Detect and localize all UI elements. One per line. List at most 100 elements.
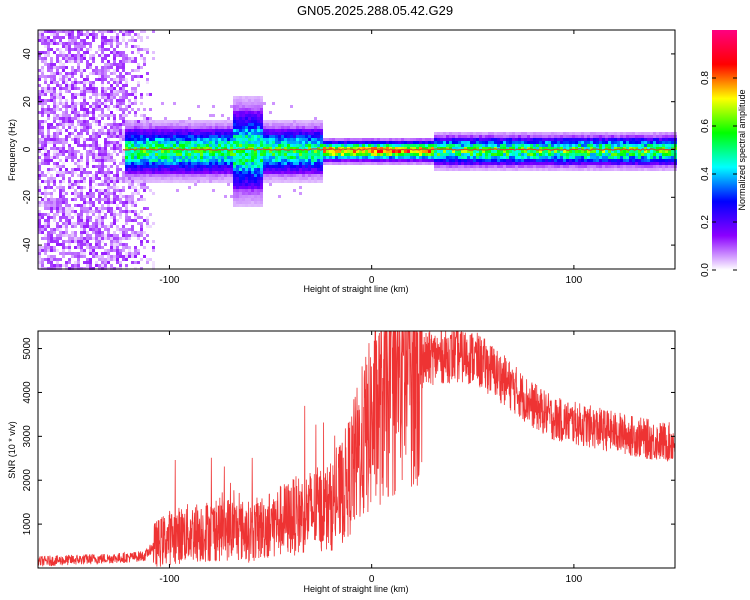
heatmap-cell <box>305 123 308 126</box>
heatmap-cell <box>191 132 194 135</box>
heatmap-cell <box>59 114 62 117</box>
heatmap-cell <box>122 66 125 69</box>
heatmap-cell <box>257 174 260 177</box>
heatmap-cell <box>251 96 254 99</box>
heatmap-cell <box>101 180 104 183</box>
heatmap-cell <box>116 198 119 201</box>
heatmap-cell <box>74 237 77 240</box>
heatmap-cell <box>296 126 299 129</box>
heatmap-cell <box>83 138 86 141</box>
heatmap-cell <box>305 138 308 141</box>
heatmap-cell <box>71 93 74 96</box>
heatmap-cell <box>548 165 551 168</box>
heatmap-cell <box>203 150 206 153</box>
heatmap-cell <box>128 180 131 183</box>
heatmap-cell <box>296 153 299 156</box>
heatmap-cell <box>62 66 65 69</box>
heatmap-cell <box>212 180 215 183</box>
heatmap-cell <box>308 123 311 126</box>
heatmap-cell <box>119 252 122 255</box>
heatmap-cell <box>59 216 62 219</box>
heatmap-cell <box>218 177 221 180</box>
heatmap-cell <box>575 159 578 162</box>
heatmap-cell <box>245 189 248 192</box>
heatmap-cell <box>155 123 158 126</box>
heatmap-cell <box>101 84 104 87</box>
heatmap-cell <box>437 159 440 162</box>
heatmap-cell <box>71 153 74 156</box>
heatmap-cell <box>146 141 149 144</box>
heatmap-cell <box>44 246 47 249</box>
heatmap-cell <box>104 36 107 39</box>
heatmap-cell <box>47 255 50 258</box>
heatmap-cell <box>119 114 122 117</box>
colorbar-tick-label: 0.0 <box>700 263 711 277</box>
heatmap-cell <box>251 108 254 111</box>
heatmap-cell <box>245 129 248 132</box>
heatmap-cell <box>590 153 593 156</box>
heatmap-cell <box>554 168 557 171</box>
heatmap-cell <box>251 159 254 162</box>
heatmap-cell <box>308 168 311 171</box>
heatmap-cell <box>137 198 140 201</box>
heatmap-cell <box>101 237 104 240</box>
heatmap-cell <box>62 96 65 99</box>
heatmap-cell <box>116 63 119 66</box>
heatmap-cell <box>626 165 629 168</box>
heatmap-cell <box>512 159 515 162</box>
heatmap-cell <box>50 63 53 66</box>
heatmap-cell <box>533 150 536 153</box>
heatmap-cell <box>416 141 419 144</box>
heatmap-cell <box>293 123 296 126</box>
heatmap-cell <box>122 174 125 177</box>
heatmap-cell <box>101 174 104 177</box>
heatmap-cell <box>248 144 251 147</box>
heatmap-cell <box>50 93 53 96</box>
heatmap-cell <box>209 120 212 123</box>
heatmap-cell <box>656 144 659 147</box>
heatmap-cell <box>80 45 83 48</box>
heatmap-cell <box>47 123 50 126</box>
heatmap-cell <box>527 147 530 150</box>
heatmap-cell <box>332 144 335 147</box>
heatmap-cell <box>245 186 248 189</box>
heatmap-cell <box>581 150 584 153</box>
heatmap-cell <box>392 138 395 141</box>
heatmap-cell <box>131 60 134 63</box>
heatmap-cell <box>158 132 161 135</box>
heatmap-cell <box>122 138 125 141</box>
heatmap-cell <box>131 195 134 198</box>
heatmap-cell <box>116 129 119 132</box>
heatmap-cell <box>113 63 116 66</box>
heatmap-cell <box>203 171 206 174</box>
heatmap-cell <box>242 144 245 147</box>
heatmap-cell <box>194 168 197 171</box>
heatmap-cell <box>107 93 110 96</box>
heatmap-cell <box>251 183 254 186</box>
heatmap-cell <box>365 138 368 141</box>
heatmap-cell <box>293 162 296 165</box>
heatmap-cell <box>134 147 137 150</box>
heatmap-cell <box>77 258 80 261</box>
heatmap-cell <box>146 219 149 222</box>
heatmap-cell <box>185 120 188 123</box>
heatmap-cell <box>614 156 617 159</box>
heatmap-cell <box>509 159 512 162</box>
heatmap-cell <box>98 210 101 213</box>
heatmap-cell <box>443 141 446 144</box>
heatmap-cell <box>74 126 77 129</box>
heatmap-cell <box>395 153 398 156</box>
heatmap-cell <box>266 171 269 174</box>
heatmap-cell <box>113 192 116 195</box>
heatmap-cell <box>638 165 641 168</box>
heatmap-cell <box>263 171 266 174</box>
heatmap-cell <box>251 186 254 189</box>
heatmap-cell <box>107 171 110 174</box>
heatmap-cell <box>431 162 434 165</box>
heatmap-cell <box>44 192 47 195</box>
heatmap-cell <box>665 132 668 135</box>
heatmap-cell <box>92 213 95 216</box>
heatmap-cell <box>155 162 158 165</box>
heatmap-cell <box>56 42 59 45</box>
heatmap-cell <box>605 156 608 159</box>
